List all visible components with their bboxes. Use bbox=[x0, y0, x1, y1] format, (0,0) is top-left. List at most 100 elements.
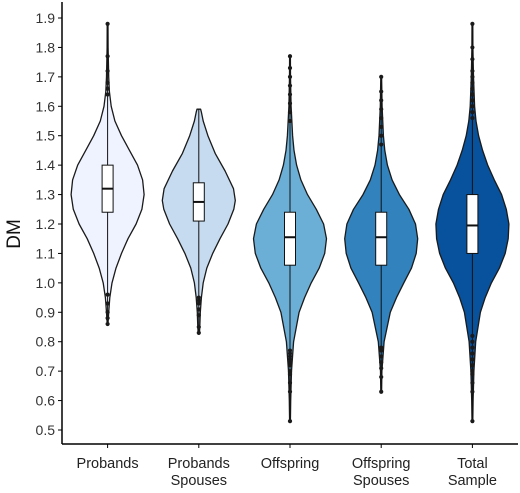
violin-group bbox=[252, 54, 328, 424]
violin-group bbox=[70, 21, 145, 327]
outlier-point bbox=[287, 83, 293, 88]
y-tick-label: 1.2 bbox=[36, 216, 56, 232]
violin-group bbox=[161, 108, 236, 335]
outlier-point bbox=[379, 374, 384, 380]
outlier-point bbox=[470, 104, 475, 109]
outlier-point bbox=[287, 118, 293, 124]
outlier-point bbox=[379, 354, 384, 359]
y-tick-label: 1.3 bbox=[36, 187, 56, 203]
outlier-point bbox=[105, 310, 110, 315]
outlier-point bbox=[470, 345, 475, 350]
outlier-point bbox=[287, 389, 293, 394]
outlier-point bbox=[105, 68, 110, 74]
x-category-label: Spouses bbox=[353, 473, 409, 489]
outlier-point bbox=[379, 115, 384, 121]
outlier-point bbox=[470, 339, 475, 344]
outlier-point bbox=[379, 360, 384, 365]
outlier-point bbox=[470, 419, 475, 424]
outlier-point bbox=[470, 363, 475, 368]
outlier-point bbox=[287, 360, 293, 365]
outlier-point bbox=[287, 371, 293, 377]
outlier-point bbox=[105, 292, 110, 297]
violin-group bbox=[435, 21, 510, 424]
y-tick-label: 0.8 bbox=[36, 334, 56, 350]
outlier-point bbox=[379, 74, 384, 79]
outlier-point bbox=[470, 74, 475, 79]
outlier-point bbox=[470, 21, 475, 26]
outlier-point bbox=[470, 80, 475, 85]
outlier-point bbox=[379, 89, 384, 94]
outlier-point bbox=[287, 369, 293, 374]
box bbox=[375, 211, 388, 266]
outlier-point bbox=[470, 380, 475, 386]
box bbox=[284, 211, 296, 266]
outlier-point bbox=[470, 351, 475, 356]
outlier-point bbox=[287, 419, 293, 424]
outlier-point bbox=[196, 324, 201, 330]
outlier-point bbox=[196, 330, 201, 335]
outlier-point bbox=[196, 301, 201, 306]
outlier-point bbox=[196, 307, 201, 312]
outlier-point bbox=[105, 316, 110, 321]
outlier-point bbox=[470, 357, 475, 362]
outlier-point bbox=[470, 371, 475, 377]
outlier-point bbox=[379, 142, 384, 147]
outlier-point bbox=[287, 74, 293, 79]
x-category-label: Offspring bbox=[261, 456, 320, 472]
outlier-point bbox=[379, 345, 384, 350]
outlier-point bbox=[105, 80, 110, 85]
violin-group bbox=[344, 74, 419, 394]
y-tick-label: 0.7 bbox=[36, 363, 56, 379]
outlier-point bbox=[105, 54, 110, 59]
outlier-point bbox=[470, 45, 475, 50]
outlier-point bbox=[470, 86, 475, 91]
outlier-point bbox=[287, 380, 293, 386]
outlier-point bbox=[196, 295, 201, 300]
outlier-point bbox=[287, 65, 293, 71]
y-tick-label: 1.7 bbox=[36, 69, 56, 85]
outlier-point bbox=[287, 351, 293, 356]
outlier-point bbox=[470, 92, 475, 97]
y-axis-title: DM bbox=[4, 219, 25, 249]
outlier-point bbox=[470, 57, 475, 62]
outlier-point bbox=[105, 86, 110, 91]
x-category-label: Total bbox=[457, 456, 488, 472]
outlier-point bbox=[470, 68, 475, 74]
violins-layer bbox=[70, 21, 510, 424]
outlier-point bbox=[379, 389, 384, 394]
outlier-point bbox=[470, 333, 475, 338]
y-tick-label: 1.1 bbox=[36, 245, 56, 261]
y-tick-label: 1.4 bbox=[36, 157, 56, 173]
outlier-point bbox=[287, 54, 293, 59]
y-tick-label: 1.5 bbox=[36, 128, 56, 144]
outlier-point bbox=[470, 389, 475, 394]
outlier-point bbox=[287, 363, 293, 368]
outlier-point bbox=[470, 110, 475, 115]
outlier-point bbox=[470, 369, 475, 374]
outlier-point bbox=[196, 298, 201, 303]
outlier-point bbox=[105, 321, 110, 327]
outlier-point bbox=[287, 348, 293, 353]
outlier-point bbox=[105, 301, 110, 306]
outlier-point bbox=[287, 92, 293, 97]
outlier-point bbox=[379, 107, 384, 112]
outlier-point bbox=[470, 115, 475, 121]
y-tick-label: 0.5 bbox=[36, 422, 56, 438]
x-category-label: Probands bbox=[168, 456, 230, 472]
outlier-point bbox=[105, 21, 110, 26]
outlier-point bbox=[287, 354, 293, 359]
y-tick-label: 1.9 bbox=[36, 10, 56, 26]
outlier-point bbox=[379, 98, 384, 103]
outlier-point bbox=[470, 98, 475, 103]
x-category-label: Probands bbox=[77, 456, 139, 472]
y-tick-label: 0.6 bbox=[36, 393, 56, 409]
box bbox=[466, 194, 479, 254]
y-tick-label: 1.6 bbox=[36, 98, 56, 114]
outlier-point bbox=[287, 110, 293, 115]
outlier-point bbox=[287, 357, 293, 362]
outlier-point bbox=[287, 101, 293, 106]
outlier-point bbox=[379, 348, 384, 353]
y-tick-label: 0.9 bbox=[36, 304, 56, 320]
